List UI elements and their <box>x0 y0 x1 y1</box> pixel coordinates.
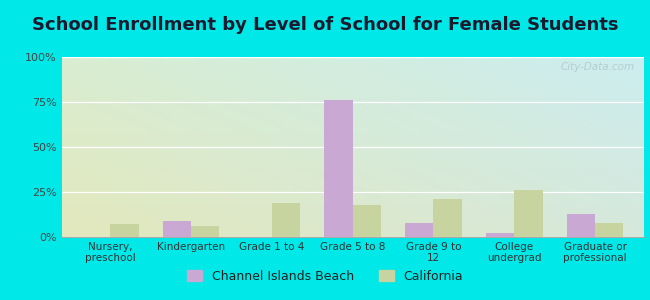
Bar <box>352 205 381 237</box>
Bar <box>111 224 138 237</box>
Text: School Enrollment by Level of School for Female Students: School Enrollment by Level of School for… <box>32 16 618 34</box>
Bar <box>405 223 434 237</box>
Bar <box>595 223 623 237</box>
Bar <box>324 100 353 237</box>
Bar <box>514 190 543 237</box>
Bar <box>272 203 300 237</box>
Legend: Channel Islands Beach, California: Channel Islands Beach, California <box>181 265 469 288</box>
Bar <box>162 221 191 237</box>
Bar <box>486 233 514 237</box>
Bar <box>191 226 219 237</box>
Bar <box>434 199 461 237</box>
Bar <box>567 214 595 237</box>
Text: City-Data.com: City-Data.com <box>561 62 635 72</box>
